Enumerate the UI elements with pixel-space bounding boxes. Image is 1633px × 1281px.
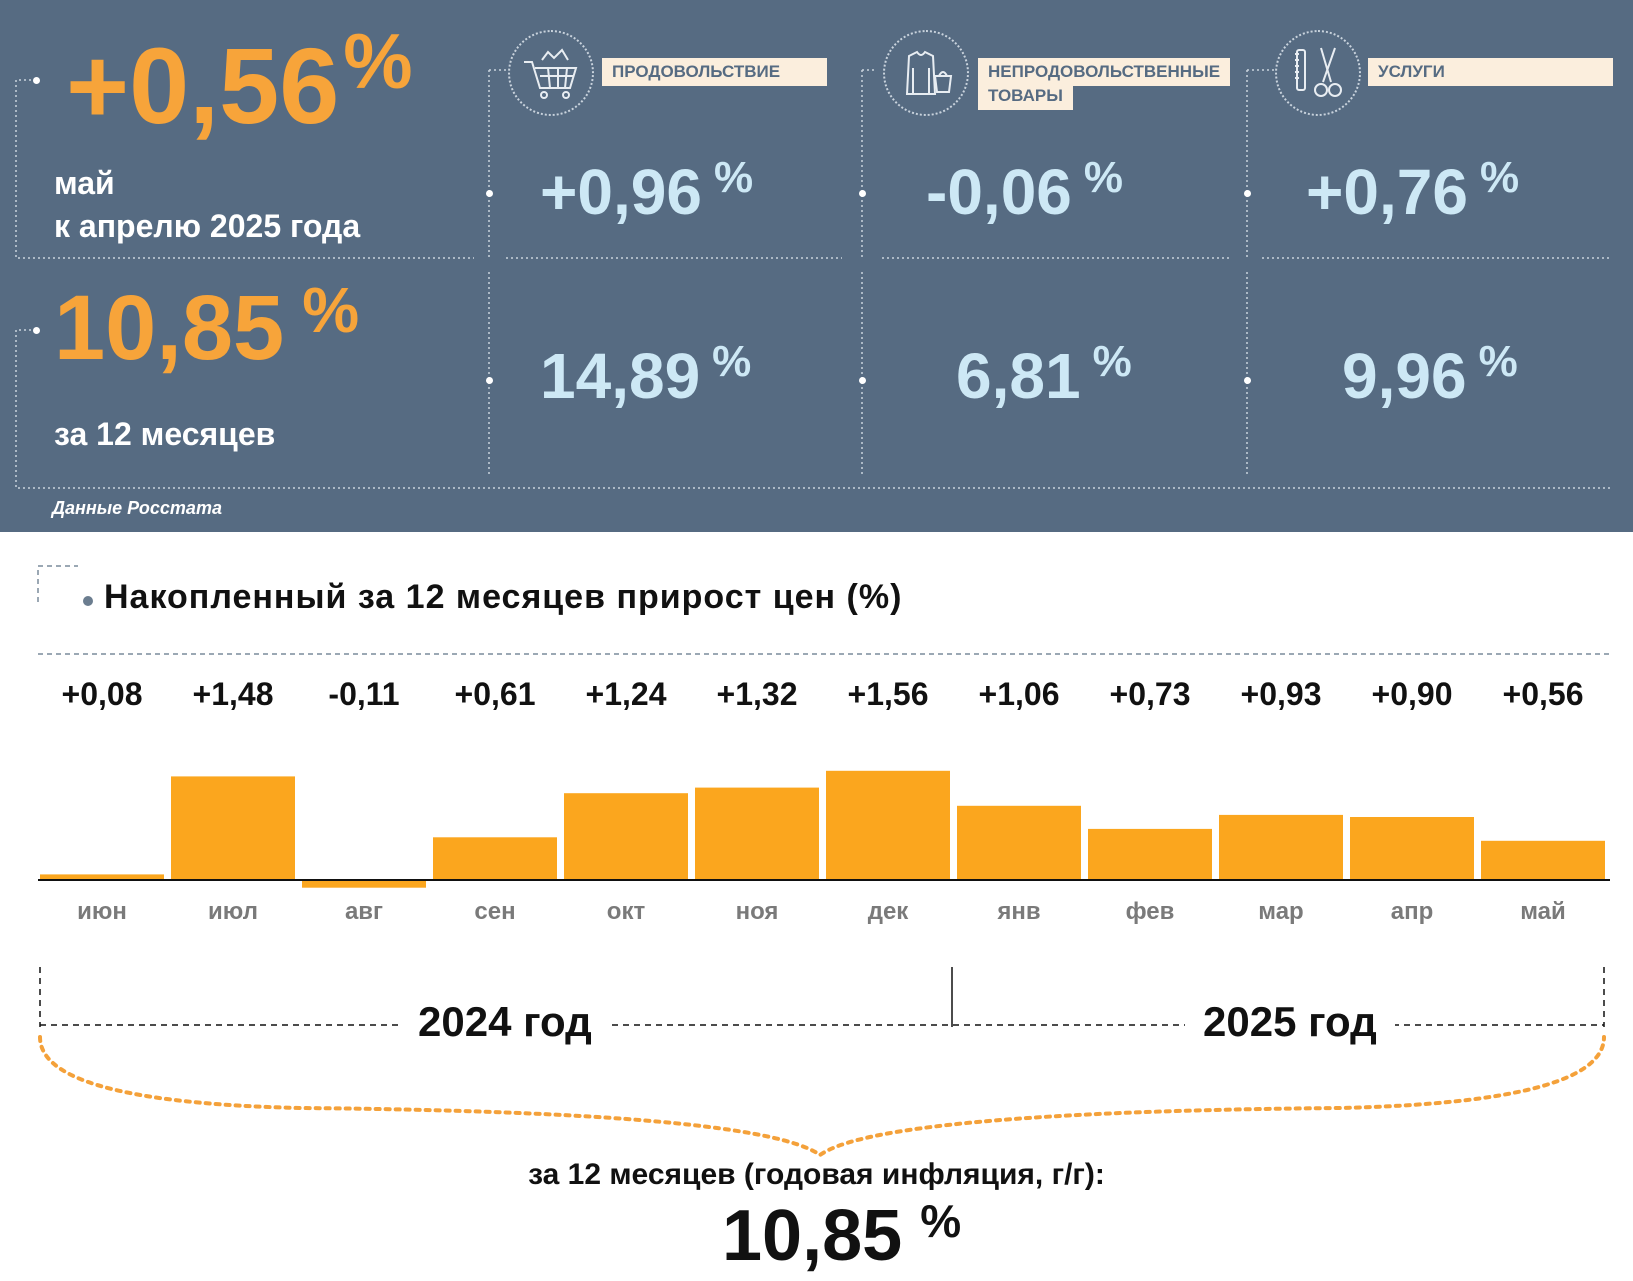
bar-ноя xyxy=(695,787,819,880)
annual-inflation-value: 10,85% xyxy=(54,274,360,379)
summary-panel: +0,56% май к апрелю 2025 года 10,85% за … xyxy=(0,0,1633,532)
value-label: +0,08 xyxy=(61,676,143,712)
value-label: +1,06 xyxy=(978,676,1060,712)
category-label: дек xyxy=(867,898,909,925)
shopping-cart-icon xyxy=(508,30,594,116)
bar-мар xyxy=(1219,814,1343,880)
value-label: +1,48 xyxy=(192,676,274,712)
annual-period-label: за 12 месяцев xyxy=(54,416,276,452)
food-monthly-value: +0,96% xyxy=(540,153,754,228)
bullet-dot xyxy=(859,190,866,197)
nonfood-monthly-value: -0,06% xyxy=(926,153,1123,228)
category-label: янв xyxy=(997,898,1041,925)
category-label: ноя xyxy=(735,898,779,925)
category-label-nonfood: НЕПРОДОВОЛЬСТВЕННЫЕ ТОВАРЫ xyxy=(978,58,1231,110)
value-label: +0,73 xyxy=(1109,676,1191,712)
category-label: июл xyxy=(208,898,258,925)
bullet-dot xyxy=(1244,190,1251,197)
nonfood-annual-value: 6,81% xyxy=(956,337,1132,412)
data-source-note: Данные Росстата xyxy=(52,498,222,518)
value-label: -0,11 xyxy=(328,676,400,712)
value-label: +1,56 xyxy=(847,676,929,712)
bar-окт xyxy=(564,793,688,880)
category-label: авг xyxy=(344,898,384,925)
category-label: окт xyxy=(606,898,646,925)
monthly-inflation-value: +0,56% xyxy=(66,17,413,146)
bar-янв xyxy=(957,805,1081,880)
bullet-dot xyxy=(33,327,40,334)
bullet-dot xyxy=(486,190,493,197)
monthly-period-sublabel: к апрелю 2025 года xyxy=(54,208,361,244)
bullet-dot xyxy=(33,77,40,84)
category-label: фев xyxy=(1125,898,1175,925)
chart-title: Накопленный за 12 месяцев прирост цен (%… xyxy=(104,578,903,616)
value-label: +0,90 xyxy=(1371,676,1453,712)
bullet-dot xyxy=(859,377,866,384)
category-label: сен xyxy=(474,898,516,925)
category-label: апр xyxy=(1390,898,1434,925)
bar-июл xyxy=(171,776,295,880)
percent-sign: % xyxy=(302,274,360,346)
year-label-2024: 2024 год xyxy=(400,998,610,1046)
bar-май xyxy=(1481,840,1605,880)
category-label: мар xyxy=(1258,898,1304,925)
value-label: +1,32 xyxy=(716,676,798,712)
clothes-bag-icon xyxy=(883,30,969,116)
bullet-dot xyxy=(1244,377,1251,384)
panel-dotted-lines xyxy=(15,69,1610,489)
value-label: +0,56 xyxy=(1502,676,1584,712)
services-monthly-value: +0,76% xyxy=(1306,153,1520,228)
value-label: +0,93 xyxy=(1240,676,1322,712)
bar-июн xyxy=(40,874,164,880)
food-annual-value: 14,89% xyxy=(540,337,752,412)
bar-авг xyxy=(302,880,426,888)
category-label: июн xyxy=(77,898,127,925)
category-label-nonfood-line2: ТОВАРЫ xyxy=(978,86,1073,110)
category-label: май xyxy=(1520,898,1566,925)
annual-inflation-caption: за 12 месяцев (годовая инфляция, г/г): xyxy=(528,1158,1105,1191)
annual-inflation-total: 10,85% xyxy=(722,1195,962,1276)
bar-сен xyxy=(433,837,557,880)
bar-дек xyxy=(826,770,950,880)
percent-sign: % xyxy=(343,17,413,105)
bar-фев xyxy=(1088,828,1212,880)
monthly-period-label: май xyxy=(54,165,115,201)
bar-chart xyxy=(38,770,1610,888)
category-label-nonfood-line1: НЕПРОДОВОЛЬСТВЕННЫЕ xyxy=(978,58,1231,86)
value-label: +1,24 xyxy=(585,676,667,712)
bullet-dot xyxy=(486,377,493,384)
value-label: +0,61 xyxy=(454,676,536,712)
comb-scissors-icon xyxy=(1275,30,1361,116)
category-label-food: ПРОДОВОЛЬСТВИЕ xyxy=(602,58,827,86)
category-label-services: УСЛУГИ xyxy=(1368,58,1613,86)
services-annual-value: 9,96% xyxy=(1342,337,1518,412)
bar-апр xyxy=(1350,817,1474,880)
year-label-2025: 2025 год xyxy=(1185,998,1395,1046)
